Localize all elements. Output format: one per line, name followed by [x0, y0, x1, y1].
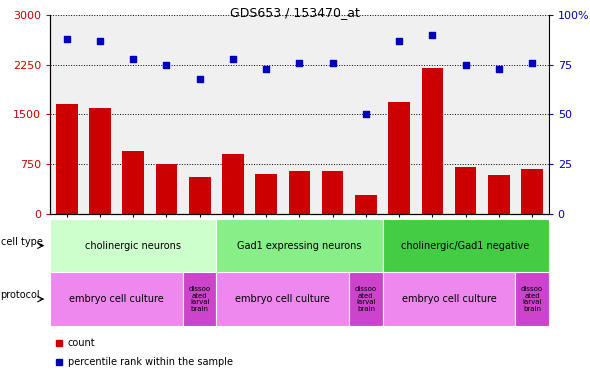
Bar	[123, 151, 144, 214]
Point	[428, 32, 437, 38]
Bar	[222, 154, 244, 214]
Bar	[322, 171, 343, 214]
Point	[96, 38, 105, 44]
Bar	[422, 68, 443, 214]
Bar	[382, 272, 516, 326]
Bar	[183, 272, 217, 326]
Point	[361, 111, 371, 117]
Point	[261, 66, 271, 72]
Text: count: count	[68, 338, 96, 348]
Bar	[89, 108, 111, 214]
Point	[162, 62, 171, 68]
Text: cholinergic/Gad1 negative: cholinergic/Gad1 negative	[401, 241, 530, 250]
Text: protocol: protocol	[1, 290, 40, 300]
Bar	[189, 177, 211, 214]
Point	[129, 56, 138, 62]
Bar	[488, 176, 510, 214]
Text: GDS653 / 153470_at: GDS653 / 153470_at	[230, 6, 360, 19]
Point	[395, 38, 404, 44]
Point	[228, 56, 238, 62]
Text: embryo cell culture: embryo cell culture	[402, 294, 496, 304]
Bar	[455, 167, 476, 214]
Bar	[56, 104, 77, 214]
Bar	[349, 272, 382, 326]
Text: Gad1 expressing neurons: Gad1 expressing neurons	[237, 241, 362, 250]
Bar	[382, 219, 549, 272]
Bar	[50, 272, 183, 326]
Bar	[50, 219, 217, 272]
Point	[527, 60, 537, 66]
Bar	[289, 171, 310, 214]
Bar	[516, 272, 549, 326]
Bar	[388, 102, 410, 214]
Bar	[522, 169, 543, 214]
Point	[62, 36, 71, 42]
Text: embryo cell culture: embryo cell culture	[69, 294, 164, 304]
Text: percentile rank within the sample: percentile rank within the sample	[68, 357, 233, 367]
Point	[494, 66, 504, 72]
Text: dissoo
ated
larval
brain: dissoo ated larval brain	[355, 286, 377, 312]
Bar	[217, 219, 382, 272]
Text: cell type: cell type	[1, 237, 42, 247]
Point	[461, 62, 470, 68]
Text: embryo cell culture: embryo cell culture	[235, 294, 330, 304]
Text: dissoo
ated
larval
brain: dissoo ated larval brain	[189, 286, 211, 312]
Point	[295, 60, 304, 66]
Bar	[156, 164, 177, 214]
Point	[328, 60, 337, 66]
Bar	[255, 174, 277, 214]
Point	[195, 76, 205, 82]
Bar	[355, 195, 376, 214]
Text: cholinergic neurons: cholinergic neurons	[85, 241, 181, 250]
Text: dissoo
ated
larval
brain: dissoo ated larval brain	[521, 286, 543, 312]
Bar	[217, 272, 349, 326]
